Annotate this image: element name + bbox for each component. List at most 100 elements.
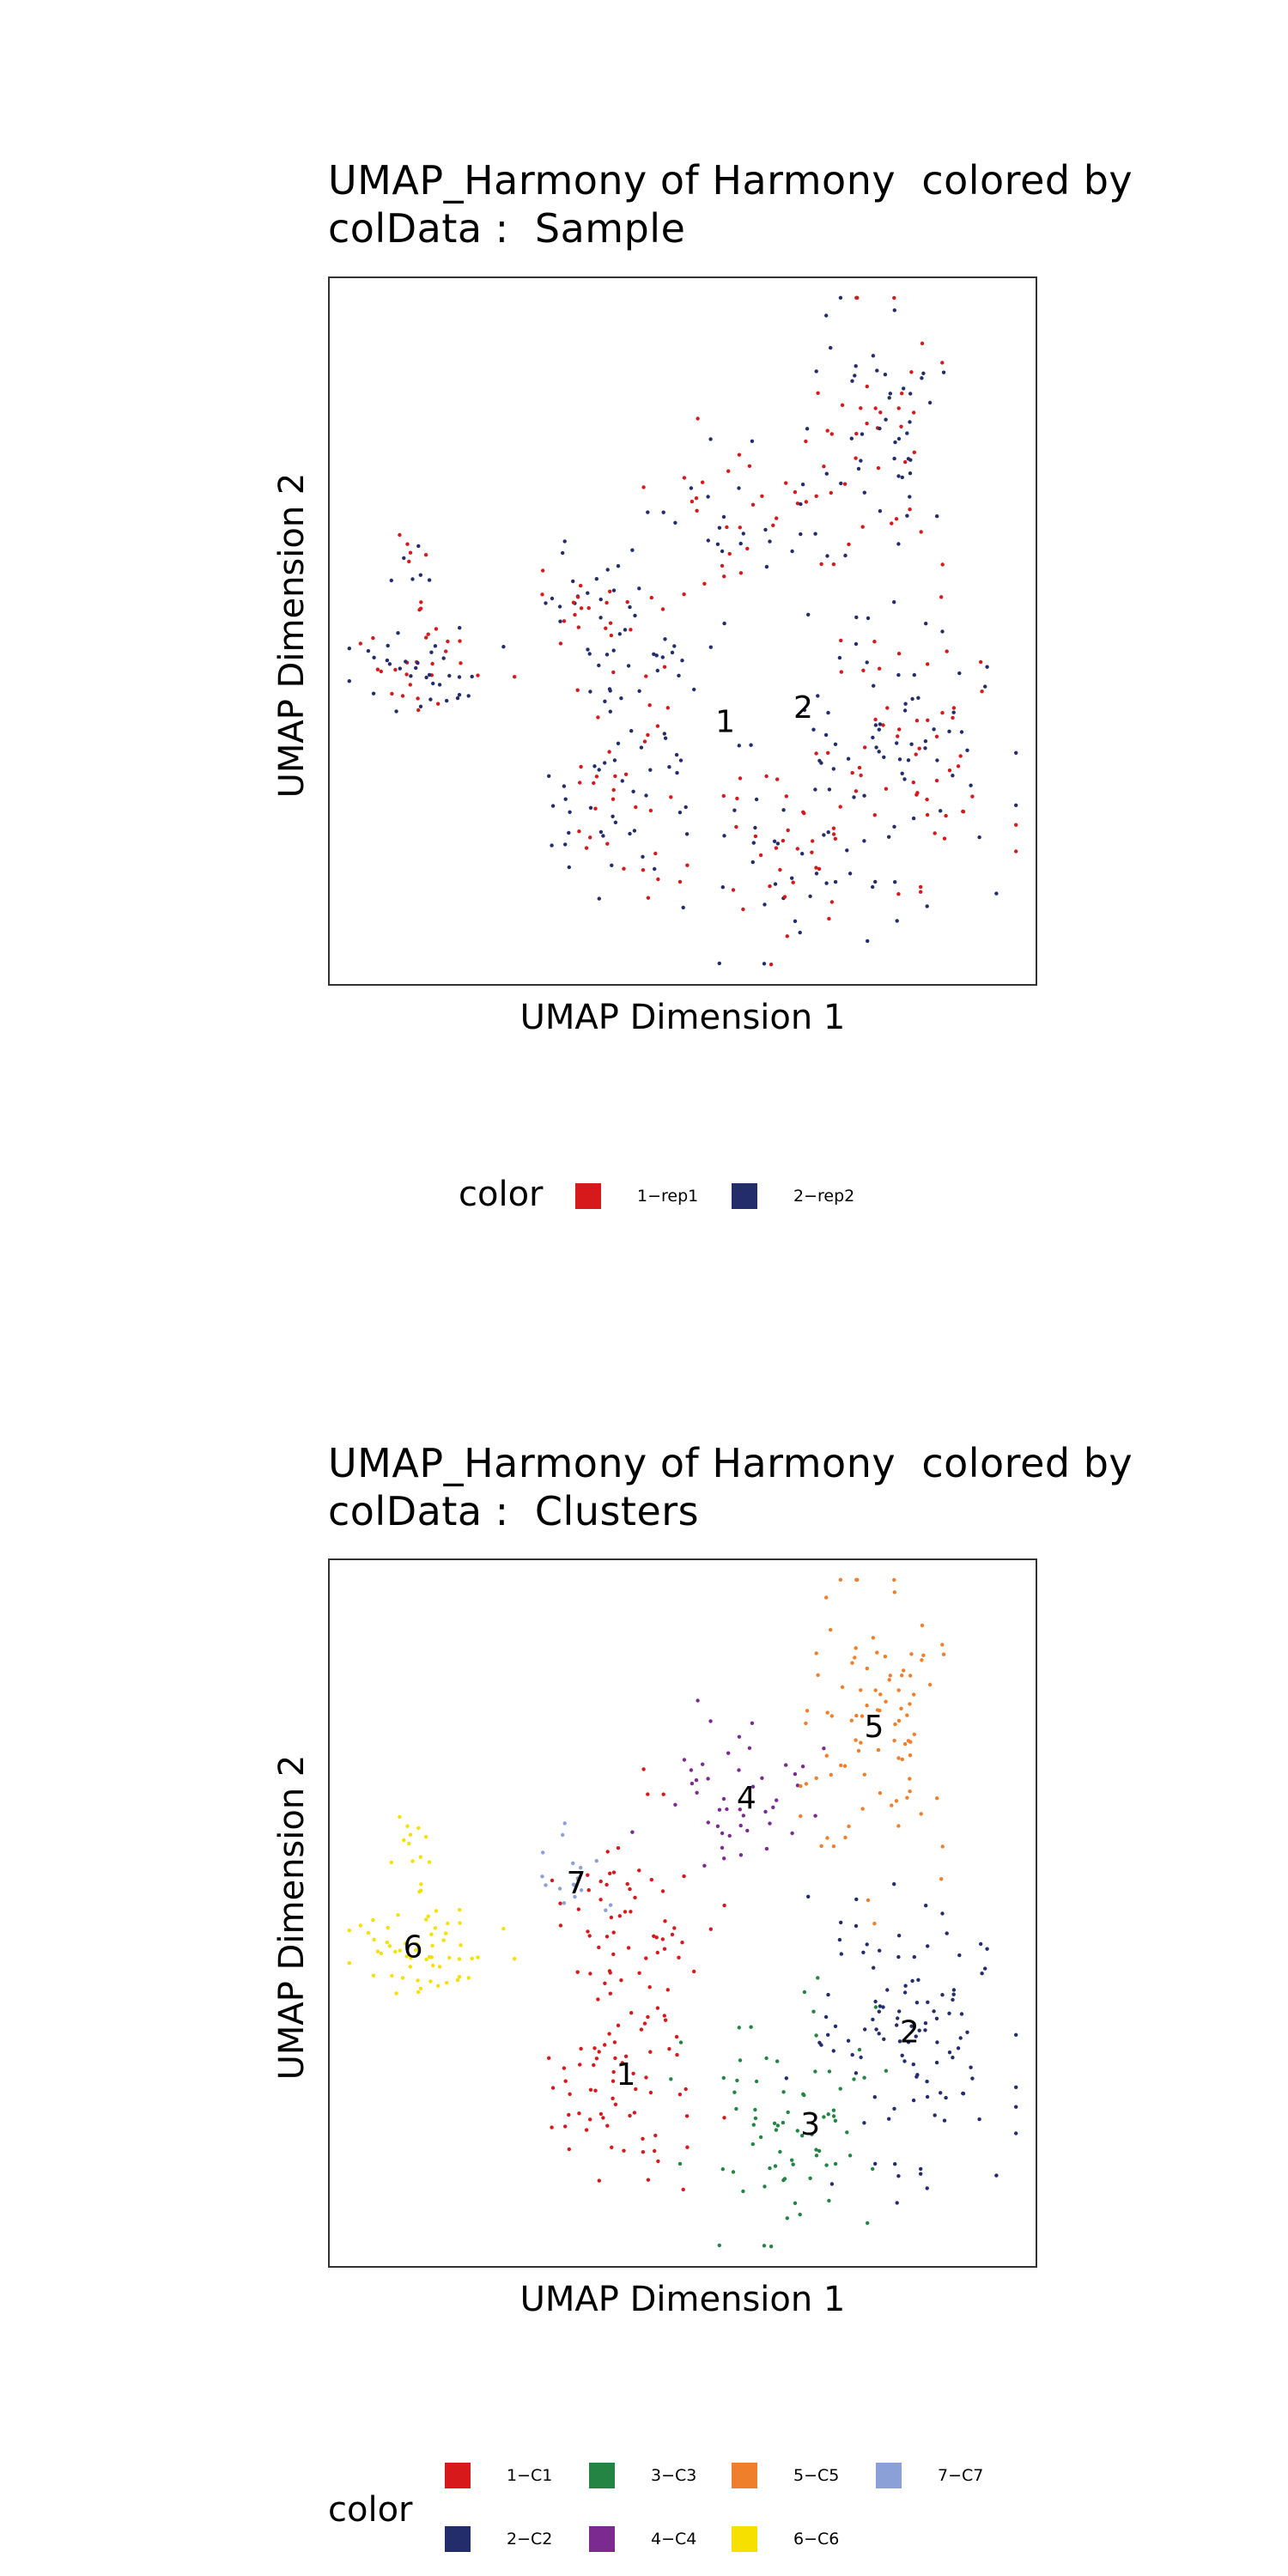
scatter-point <box>860 525 865 529</box>
legend-swatch-rep2 <box>732 1183 757 1209</box>
scatter-point <box>433 644 438 648</box>
scatter-point <box>427 1954 432 1959</box>
scatter-point <box>912 1732 916 1736</box>
scatter-point <box>909 1652 914 1656</box>
legend-swatch-c5 <box>732 2463 757 2488</box>
scatter-point <box>877 2009 881 2014</box>
scatter-point <box>917 2028 921 2032</box>
scatter-point <box>790 876 794 880</box>
scatter-point <box>611 787 616 793</box>
scatter-point <box>662 665 667 669</box>
scatter-point <box>919 1812 923 1816</box>
scatter-point <box>610 2145 614 2149</box>
scatter-point <box>612 2040 617 2044</box>
scatter-point <box>862 2121 866 2125</box>
scatter-point <box>896 1824 901 1828</box>
scatter-point <box>919 2172 923 2176</box>
scatter-point <box>884 787 889 791</box>
scatter-point <box>944 813 948 818</box>
scatter-point <box>375 667 380 671</box>
scatter-point <box>762 2184 767 2189</box>
scatter-point <box>418 1855 422 1859</box>
legend-swatch-c3 <box>589 2463 615 2488</box>
scatter-point <box>824 2163 829 2167</box>
scatter-point <box>784 794 788 799</box>
scatter-point <box>660 655 665 659</box>
scatter-point <box>371 635 375 641</box>
scatter-point <box>611 797 616 801</box>
scatter-point <box>424 675 428 680</box>
scatter-point <box>594 2057 599 2061</box>
scatter-point <box>882 2037 886 2041</box>
scatter-point <box>347 1929 351 1933</box>
scatter-point <box>771 523 775 527</box>
scatter-point <box>721 2075 726 2081</box>
scatter-point <box>861 1950 866 1954</box>
scatter-point <box>850 770 854 775</box>
scatter-point <box>795 501 800 506</box>
scatter-point <box>404 659 408 664</box>
scatter-point <box>813 2069 817 2074</box>
scatter-point <box>914 719 920 723</box>
scatter-point <box>610 863 614 867</box>
legend-item-c6: 6−C6 <box>732 2526 839 2552</box>
scatter-point <box>681 905 685 910</box>
scatter-point <box>603 1981 607 1985</box>
scatter-point <box>934 2016 939 2020</box>
legend-item-c2: 2−C2 <box>445 2526 552 2552</box>
scatter-point <box>457 693 462 697</box>
scatter-point <box>458 626 462 630</box>
scatter-point <box>607 2032 611 2036</box>
scatter-point <box>653 851 658 856</box>
scatter-point <box>416 1990 421 1995</box>
scatter-point <box>957 1953 962 1958</box>
scatter-point <box>708 1927 713 1931</box>
scatter-point <box>875 368 879 373</box>
cluster-label: 1 <box>616 2057 635 2093</box>
scatter-point <box>414 665 418 671</box>
scatter-point <box>669 2077 673 2081</box>
scatter-point <box>814 369 818 374</box>
scatter-point <box>900 1674 904 1678</box>
scatter-point <box>598 2111 604 2117</box>
scatter-point <box>866 939 870 944</box>
scatter-point <box>667 765 671 769</box>
scatter-point <box>630 1830 635 1834</box>
scatter-point <box>571 1882 576 1886</box>
scatter-point <box>429 1932 434 1936</box>
scatter-point <box>825 554 829 558</box>
scatter-point <box>872 813 877 817</box>
scatter-point <box>393 667 398 672</box>
scatter-point <box>908 1789 912 1794</box>
scatter-point <box>951 774 955 778</box>
scatter-point <box>431 681 435 686</box>
scatter-point <box>702 1863 707 1868</box>
scatter-point <box>896 1756 901 1760</box>
scatter-point <box>926 2000 930 2004</box>
scatter-point <box>722 621 726 626</box>
scatter-point <box>677 1955 681 1959</box>
scatter-point <box>910 1978 914 1984</box>
scatter-point <box>594 577 598 581</box>
scatter-point <box>619 1978 623 1983</box>
scatter-point <box>586 606 591 611</box>
scatter-point <box>940 1844 945 1849</box>
scatter-point <box>945 1931 949 1935</box>
scatter-point <box>588 1971 592 1976</box>
scatter-point <box>611 2096 615 2100</box>
scatter-point <box>622 866 626 871</box>
scatter-point <box>408 1965 412 1969</box>
scatter-point <box>603 699 607 703</box>
scatter-point <box>629 628 633 632</box>
scatter-point <box>677 2093 683 2097</box>
scatter-point <box>613 820 618 824</box>
scatter-point <box>896 2016 900 2020</box>
scatter-point <box>860 432 865 436</box>
clusters-y-axis-label: UMAP Dimension 2 <box>272 1754 312 2081</box>
scatter-point <box>513 1957 517 1961</box>
scatter-point <box>854 1923 859 1929</box>
scatter-point <box>737 744 741 748</box>
scatter-point <box>831 826 836 830</box>
scatter-point <box>1014 2085 1018 2089</box>
cluster-label: 2 <box>900 2014 920 2050</box>
